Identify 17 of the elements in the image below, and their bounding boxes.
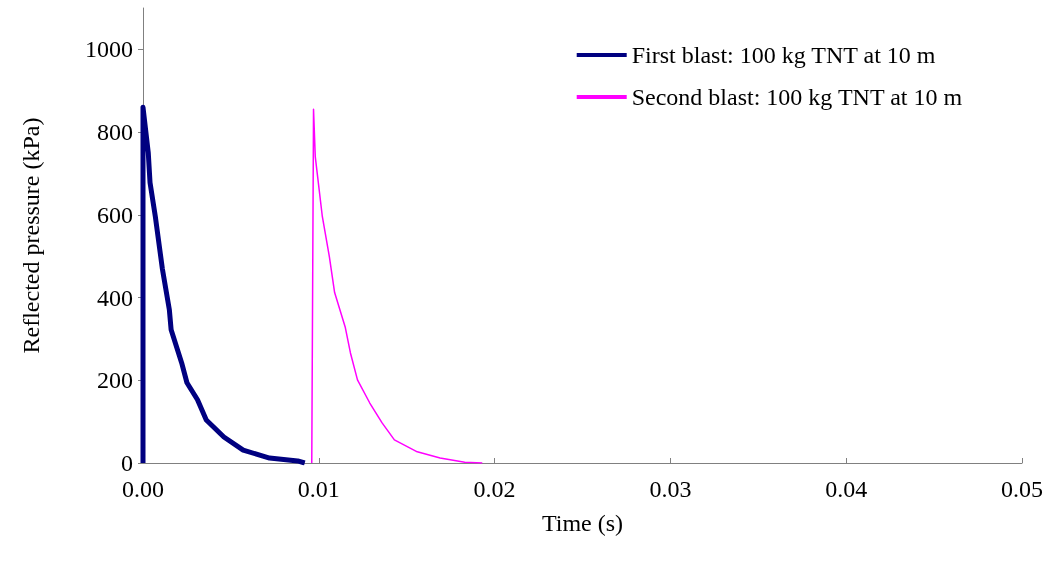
x-tick-label: 0.01 — [297, 476, 340, 502]
y-axis-title: Reflected pressure (kPa) — [18, 117, 44, 354]
x-axis-title: Time (s) — [541, 510, 624, 536]
x-tick-label: 0.03 — [649, 476, 692, 502]
line-series — [311, 108, 484, 464]
y-tick-label: 400 — [97, 284, 133, 311]
y-tick-label: 600 — [97, 201, 133, 228]
y-tick-label: 800 — [97, 119, 133, 146]
y-tick-label: 1000 — [85, 36, 133, 63]
legend-label: Second blast: 100 kg TNT at 10 m — [631, 84, 963, 110]
y-tick-label: 0 — [121, 450, 133, 476]
x-tick-label: 0.04 — [825, 476, 868, 502]
x-tick-label: 0.02 — [473, 476, 516, 502]
y-tick-label: 200 — [97, 367, 133, 394]
x-tick-label: 0.05 — [1001, 476, 1043, 502]
legend-label: First blast: 100 kg TNT at 10 m — [631, 42, 936, 68]
x-tick-label: 0.00 — [122, 476, 164, 502]
